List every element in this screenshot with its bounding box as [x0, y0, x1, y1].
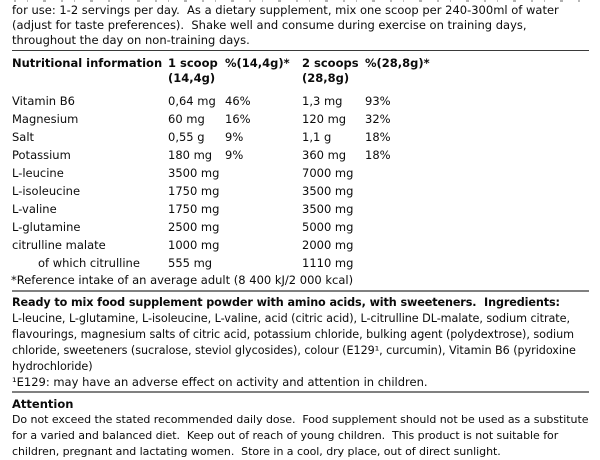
header-percent-1-scoop: %(14,4g)* — [225, 56, 290, 70]
section-divider — [12, 290, 589, 292]
percent-1-scoop — [225, 218, 302, 236]
percent-2-scoops — [365, 164, 589, 182]
amount-2-scoops: 120 mg — [302, 112, 347, 126]
ingredients-heading: Ready to mix food supplement powder with… — [12, 296, 560, 309]
table-row-citrulline-malate: citrulline malate 1000 mg 2000 mg — [12, 236, 589, 254]
table-row-magnesium: Magnesium 60 mg 16% 120 mg 32% — [12, 110, 589, 128]
percent-1-scoop — [225, 164, 302, 182]
header-1-scoop-line2: (14,4g) — [168, 71, 216, 85]
attention-text: Do not exceed the stated recommended dai… — [12, 413, 592, 458]
clipped-text-remnant — [14, 0, 580, 2]
header-1-scoop-line1: 1 scoop — [168, 56, 218, 70]
percent-1-scoop — [225, 200, 302, 218]
amount-1-scoop: 1000 mg — [168, 238, 220, 252]
header-1-scoop: 1 scoop (14,4g) — [168, 56, 225, 86]
amount-1-scoop: 555 mg — [168, 256, 213, 270]
amount-2-scoops: 1,1 g — [302, 130, 332, 144]
nutrient-name: L-glutamine — [12, 220, 81, 234]
percent-1-scoop — [225, 236, 302, 254]
percent-1-scoop — [225, 254, 302, 272]
section-divider — [12, 391, 589, 393]
percent-2-scoops: 93% — [365, 94, 391, 108]
header-nutritional-information: Nutritional information — [12, 56, 163, 70]
nutrient-name: of which citrulline — [38, 256, 140, 270]
amount-2-scoops: 1,3 mg — [302, 94, 343, 108]
percent-2-scoops — [365, 254, 589, 272]
percent-1-scoop: 16% — [225, 112, 251, 126]
amount-1-scoop: 2500 mg — [168, 220, 220, 234]
amount-2-scoops: 1110 mg — [302, 256, 354, 270]
amount-1-scoop: 0,64 mg — [168, 94, 216, 108]
percent-2-scoops: 18% — [365, 148, 391, 162]
nutrition-table: Nutritional information 1 scoop (14,4g) … — [11, 56, 589, 290]
header-2-scoops-line1: 2 scoops — [302, 56, 359, 70]
usage-directions: for use: 1-2 servings per day. As a diet… — [12, 3, 589, 51]
table-row-vitamin-b6: Vitamin B6 0,64 mg 46% 1,3 mg 93% — [12, 92, 589, 110]
table-row-salt: Salt 0,55 g 9% 1,1 g 18% — [12, 128, 589, 146]
attention-section: Attention Do not exceed the stated recom… — [12, 396, 589, 460]
table-row-l-glutamine: L-glutamine 2500 mg 5000 mg — [12, 218, 589, 236]
percent-2-scoops — [365, 236, 589, 254]
table-row-l-leucine: L-leucine 3500 mg 7000 mg — [12, 164, 589, 182]
nutrient-name: Vitamin B6 — [12, 94, 75, 108]
amount-1-scoop: 1750 mg — [168, 202, 220, 216]
amount-1-scoop: 180 mg — [168, 148, 213, 162]
percent-2-scoops — [365, 182, 589, 200]
amount-1-scoop: 3500 mg — [168, 166, 220, 180]
percent-1-scoop: 46% — [225, 94, 251, 108]
amount-2-scoops: 2000 mg — [302, 238, 354, 252]
amount-2-scoops: 7000 mg — [302, 166, 354, 180]
table-row-potassium: Potassium 180 mg 9% 360 mg 18% — [12, 146, 589, 164]
nutrient-name: Salt — [12, 130, 35, 144]
percent-2-scoops: 32% — [365, 112, 391, 126]
nutrient-name: L-valine — [12, 202, 57, 216]
header-percent-2-scoops: %(28,8g)* — [365, 56, 430, 70]
amount-2-scoops: 5000 mg — [302, 220, 354, 234]
attention-heading: Attention — [12, 397, 74, 411]
ingredients-section: Ready to mix food supplement powder with… — [12, 295, 589, 390]
header-2-scoops-line2: (28,8g) — [302, 71, 350, 85]
nutrient-name: L-leucine — [12, 166, 64, 180]
header-2-scoops: 2 scoops (28,8g) — [302, 56, 365, 86]
nutrient-name: Potassium — [12, 148, 71, 162]
table-row-of-which-citrulline: of which citrulline 555 mg 1110 mg — [12, 254, 589, 272]
nutrient-name: Magnesium — [12, 112, 79, 126]
percent-2-scoops — [365, 218, 589, 236]
amount-2-scoops: 3500 mg — [302, 202, 354, 216]
reference-intake-footnote: *Reference intake of an average adult (8… — [11, 273, 354, 287]
table-row-l-valine: L-valine 1750 mg 3500 mg — [12, 200, 589, 218]
e129-footnote: ¹E129: may have an adverse effect on act… — [12, 375, 428, 389]
nutrient-name: L-isoleucine — [12, 184, 81, 198]
ingredients-list: L-leucine, L-glutamine, L-isoleucine, L-… — [12, 312, 576, 373]
amount-1-scoop: 0,55 g — [168, 130, 205, 144]
amount-2-scoops: 360 mg — [302, 148, 347, 162]
percent-2-scoops: 18% — [365, 130, 391, 144]
amount-2-scoops: 3500 mg — [302, 184, 354, 198]
percent-2-scoops — [365, 200, 589, 218]
nutrient-name: citrulline malate — [12, 238, 106, 252]
percent-1-scoop: 9% — [225, 130, 244, 144]
amount-1-scoop: 60 mg — [168, 112, 205, 126]
table-row-l-isoleucine: L-isoleucine 1750 mg 3500 mg — [12, 182, 589, 200]
percent-1-scoop: 9% — [225, 148, 244, 162]
percent-1-scoop — [225, 182, 302, 200]
nutrition-table-header: Nutritional information 1 scoop (14,4g) … — [12, 56, 589, 86]
amount-1-scoop: 1750 mg — [168, 184, 220, 198]
